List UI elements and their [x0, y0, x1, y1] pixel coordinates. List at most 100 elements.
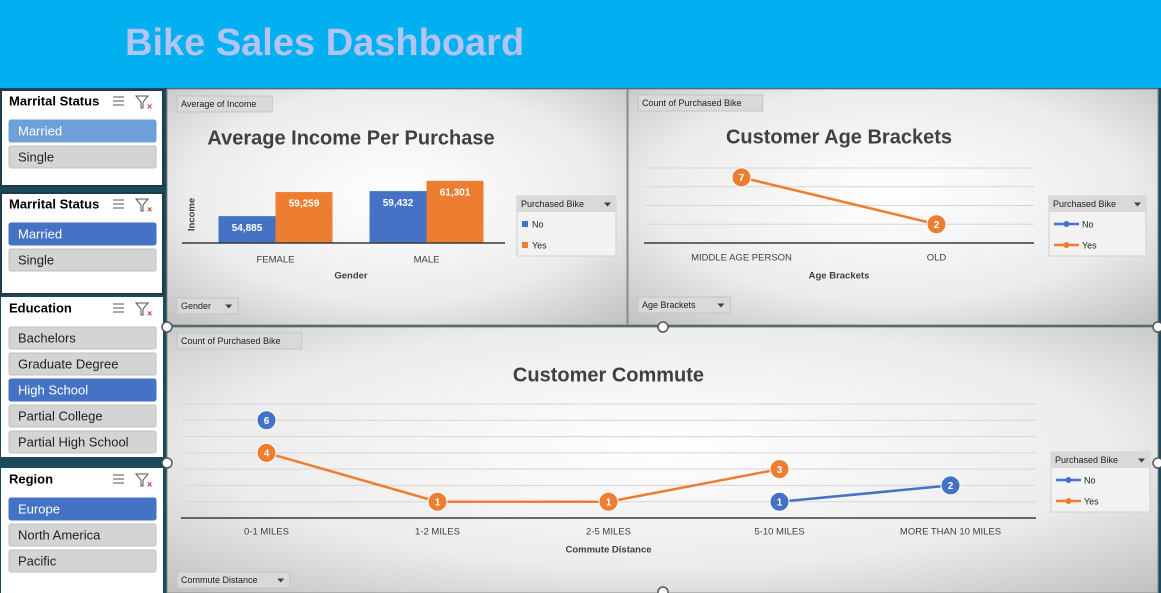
- filter-dropdown[interactable]: [277, 578, 285, 583]
- point-marker: [598, 491, 619, 512]
- x-axis-title: Gender: [334, 271, 368, 282]
- slicer-item-label[interactable]: Bachelors: [18, 330, 76, 345]
- series-line: [266, 451, 780, 503]
- legend-title[interactable]: Purchased Bike: [521, 199, 584, 209]
- slicer-title: Marrital Status: [9, 93, 99, 108]
- legend-title[interactable]: Purchased Bike: [1053, 199, 1116, 209]
- clear-filter-icon[interactable]: [134, 302, 150, 316]
- x-tick-label: MALE: [414, 255, 440, 266]
- y-axis-title: Income: [187, 198, 198, 231]
- slicer-item[interactable]: [8, 430, 157, 454]
- header-bar: [0, 0, 1161, 88]
- resize-handle: [161, 457, 173, 469]
- legend-label: Yes: [1084, 496, 1099, 506]
- x-tick-label: MIDDLE AGE PERSON: [691, 253, 792, 264]
- slicer-item-label[interactable]: North America: [18, 527, 101, 542]
- slicer-item[interactable]: [8, 352, 157, 376]
- point-label: 2: [934, 220, 940, 231]
- x-axis-title: Commute Distance: [565, 545, 651, 556]
- bar-value-label: 59,432: [383, 198, 414, 209]
- resize-handle: [657, 321, 669, 333]
- slicer-item[interactable]: [8, 248, 157, 272]
- x-tick-label: 0-1 MILES: [244, 527, 289, 538]
- clear-filter-icon[interactable]: [134, 473, 150, 487]
- filter-dropdown[interactable]: [717, 303, 725, 308]
- slicer-title: Marrital Status: [9, 196, 99, 211]
- bar: [426, 180, 484, 243]
- slicer-title: Education: [9, 300, 72, 315]
- clear-filter-icon[interactable]: [134, 198, 150, 212]
- legend-header[interactable]: [517, 196, 616, 212]
- slicer-item-label[interactable]: Europe: [18, 501, 60, 516]
- legend-dropdown[interactable]: [1134, 202, 1141, 207]
- filter-button-label[interactable]: Gender: [181, 301, 211, 311]
- legend-dropdown[interactable]: [1138, 458, 1145, 463]
- chart-title: Customer Commute: [513, 364, 704, 386]
- clear-filter-icon[interactable]: [134, 95, 150, 109]
- series-line: [741, 176, 937, 226]
- legend-header[interactable]: [1049, 196, 1146, 212]
- filter-button[interactable]: [637, 296, 731, 314]
- point-label: 7: [739, 173, 745, 184]
- legend-swatch: [522, 221, 528, 227]
- slicer-item[interactable]: [8, 549, 157, 573]
- bar-value-label: 61,301: [440, 187, 471, 198]
- legend-title[interactable]: Purchased Bike: [1055, 455, 1118, 465]
- slicer-item[interactable]: [8, 326, 157, 350]
- legend-dropdown[interactable]: [604, 202, 611, 207]
- slicer-item[interactable]: [8, 222, 157, 246]
- filter-dropdown[interactable]: [225, 304, 233, 309]
- dashboard-title: Bike Sales Dashboard: [125, 22, 524, 64]
- slicer-item[interactable]: [8, 145, 157, 169]
- slicer-item-label[interactable]: Pacific: [18, 553, 57, 568]
- filter-button[interactable]: [176, 571, 291, 589]
- resize-handle: [1152, 321, 1161, 333]
- slicer-item-label[interactable]: Single: [18, 252, 54, 267]
- slicer-title: Region: [9, 471, 53, 486]
- slicer-item[interactable]: [8, 404, 157, 428]
- field-button-label[interactable]: Count of Purchased Bike: [642, 98, 742, 108]
- field-button[interactable]: [637, 94, 764, 112]
- clear-filter-x[interactable]: ×: [147, 101, 152, 111]
- bar: [275, 192, 333, 243]
- clear-filter-x[interactable]: ×: [147, 308, 152, 318]
- x-tick-label: FEMALE: [256, 255, 294, 266]
- slicer-item[interactable]: [8, 378, 157, 402]
- bar-value-label: 54,885: [232, 223, 263, 234]
- legend-header[interactable]: [1051, 452, 1150, 468]
- legend-label: No: [532, 219, 544, 229]
- slicer-item[interactable]: [8, 497, 157, 521]
- series-line: [779, 484, 951, 503]
- filter-button-label[interactable]: Commute Distance: [181, 575, 258, 585]
- point-label: 1: [606, 497, 612, 508]
- x-tick-label: 5-10 MILES: [754, 527, 804, 538]
- clear-filter-x[interactable]: ×: [147, 204, 152, 214]
- slicer-item[interactable]: [8, 119, 157, 143]
- slicer-item-label[interactable]: Single: [18, 149, 54, 164]
- field-button-label[interactable]: Count of Purchased Bike: [181, 336, 281, 346]
- legend-swatch: [522, 242, 528, 248]
- point-marker: [769, 491, 790, 512]
- filter-button[interactable]: [176, 297, 239, 315]
- field-button[interactable]: [176, 95, 273, 113]
- point-marker: [926, 214, 947, 235]
- field-button[interactable]: [176, 332, 303, 350]
- point-marker: [940, 475, 961, 496]
- clear-filter-x[interactable]: ×: [147, 479, 152, 489]
- slicer-item-label[interactable]: Married: [18, 123, 62, 138]
- slicer-item-label[interactable]: Partial College: [18, 408, 103, 423]
- slicer-item-label[interactable]: Partial High School: [18, 434, 129, 449]
- x-tick-label: MORE THAN 10 MILES: [900, 527, 1001, 538]
- field-button-label[interactable]: Average of Income: [181, 99, 256, 109]
- slicer-item[interactable]: [8, 523, 157, 547]
- slicer-item-label[interactable]: Married: [18, 226, 62, 241]
- point-label: 6: [264, 416, 270, 427]
- point-marker: [427, 491, 448, 512]
- x-tick-label: OLD: [927, 253, 947, 264]
- filter-button-label[interactable]: Age Brackets: [642, 300, 696, 310]
- slicer-item-label[interactable]: Graduate Degree: [18, 356, 118, 371]
- chart-title: Customer Age Brackets: [726, 126, 952, 148]
- slicer-item-label[interactable]: High School: [18, 382, 88, 397]
